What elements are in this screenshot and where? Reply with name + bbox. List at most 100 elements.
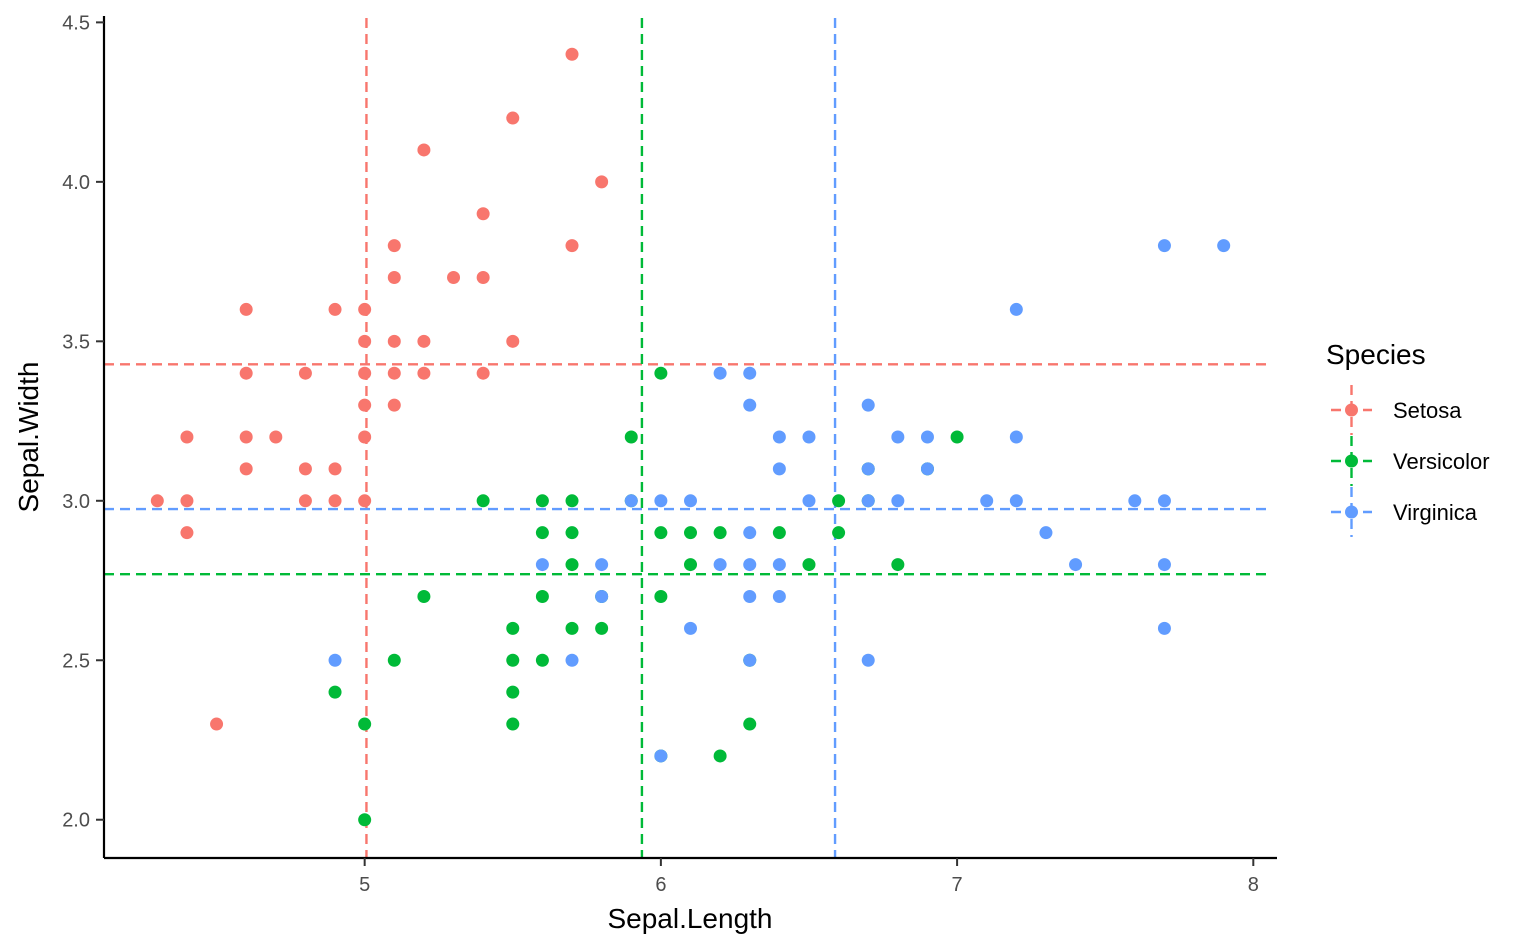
x-tick-label: 5: [359, 874, 370, 896]
point-setosa: [239, 302, 253, 316]
point-virginica: [802, 494, 816, 508]
data-points: [150, 47, 1231, 827]
point-virginica: [1039, 526, 1053, 540]
point-virginica: [713, 366, 727, 380]
point-setosa: [358, 302, 372, 316]
point-setosa: [476, 271, 490, 285]
point-virginica: [1157, 494, 1171, 508]
point-setosa: [387, 366, 401, 380]
point-virginica: [772, 462, 786, 476]
point-setosa: [298, 494, 312, 508]
point-virginica: [595, 558, 609, 572]
point-versicolor: [565, 494, 579, 508]
point-virginica: [1157, 621, 1171, 635]
point-virginica: [684, 621, 697, 635]
x-axis-title: Sepal.Length: [607, 903, 772, 934]
point-versicolor: [713, 749, 727, 763]
point-virginica: [1217, 239, 1231, 253]
point-virginica: [743, 526, 757, 540]
legend-label: Virginica: [1393, 500, 1478, 525]
point-setosa: [387, 334, 401, 348]
point-setosa: [358, 494, 372, 508]
point-virginica: [743, 366, 757, 380]
point-virginica: [743, 558, 757, 572]
point-virginica: [713, 558, 727, 572]
point-versicolor: [476, 494, 490, 508]
point-setosa: [328, 302, 342, 316]
point-versicolor: [565, 558, 579, 572]
point-virginica: [654, 749, 668, 763]
point-virginica: [861, 653, 875, 667]
point-setosa: [210, 717, 224, 731]
point-versicolor: [565, 621, 579, 635]
point-versicolor: [417, 589, 431, 603]
point-versicolor: [713, 526, 727, 540]
point-setosa: [476, 366, 490, 380]
point-setosa: [476, 207, 490, 221]
point-setosa: [417, 334, 431, 348]
point-virginica: [1009, 430, 1023, 444]
x-tick-label: 8: [1248, 874, 1259, 896]
point-virginica: [684, 494, 697, 508]
point-virginica: [772, 430, 786, 444]
y-axis-title: Sepal.Width: [13, 362, 44, 513]
point-setosa: [417, 366, 431, 380]
legend-title: Species: [1326, 339, 1426, 370]
point-versicolor: [358, 717, 372, 731]
point-setosa: [239, 366, 253, 380]
point-versicolor: [654, 526, 668, 540]
point-setosa: [447, 271, 461, 285]
legend: Species Setosa Versicolor Virginica: [1326, 339, 1490, 537]
point-setosa: [328, 462, 342, 476]
point-versicolor: [535, 526, 549, 540]
point-versicolor: [387, 653, 401, 667]
point-setosa: [565, 47, 579, 61]
point-virginica: [743, 589, 757, 603]
point-versicolor: [832, 494, 846, 508]
point-versicolor: [358, 813, 372, 827]
point-setosa: [387, 239, 401, 253]
point-virginica: [1009, 302, 1023, 316]
point-versicolor: [950, 430, 964, 444]
point-versicolor: [506, 717, 520, 731]
point-virginica: [624, 494, 638, 508]
point-versicolor: [684, 558, 697, 572]
point-versicolor: [595, 621, 609, 635]
point-virginica: [891, 494, 905, 508]
point-virginica: [535, 558, 549, 572]
x-tick-label: 6: [655, 874, 666, 896]
point-virginica: [861, 398, 875, 412]
point-virginica: [1157, 558, 1171, 572]
point-versicolor: [506, 685, 520, 699]
point-setosa: [298, 366, 312, 380]
point-setosa: [180, 430, 194, 444]
point-versicolor: [743, 717, 757, 731]
point-versicolor: [891, 558, 905, 572]
point-virginica: [654, 494, 668, 508]
point-virginica: [772, 589, 786, 603]
point-setosa: [358, 334, 372, 348]
legend-label: Versicolor: [1393, 449, 1490, 474]
point-versicolor: [535, 494, 549, 508]
point-virginica: [1157, 239, 1171, 253]
point-versicolor: [506, 621, 520, 635]
point-setosa: [565, 239, 579, 253]
y-tick-label: 3.5: [62, 331, 90, 353]
x-tick-label: 7: [952, 874, 963, 896]
legend-item-virginica: Virginica: [1331, 487, 1478, 537]
point-virginica: [1069, 558, 1083, 572]
point-versicolor: [802, 558, 816, 572]
y-tick-label: 2.0: [62, 810, 90, 832]
point-virginica: [802, 430, 816, 444]
point-setosa: [180, 494, 194, 508]
point-versicolor: [624, 430, 638, 444]
point-virginica: [743, 653, 757, 667]
point-versicolor: [328, 685, 342, 699]
point-versicolor: [832, 526, 846, 540]
point-virginica: [861, 462, 875, 476]
point-virginica: [565, 653, 579, 667]
legend-key-point: [1345, 403, 1358, 417]
legend-key-point: [1345, 454, 1358, 468]
legend-item-versicolor: Versicolor: [1331, 436, 1490, 486]
